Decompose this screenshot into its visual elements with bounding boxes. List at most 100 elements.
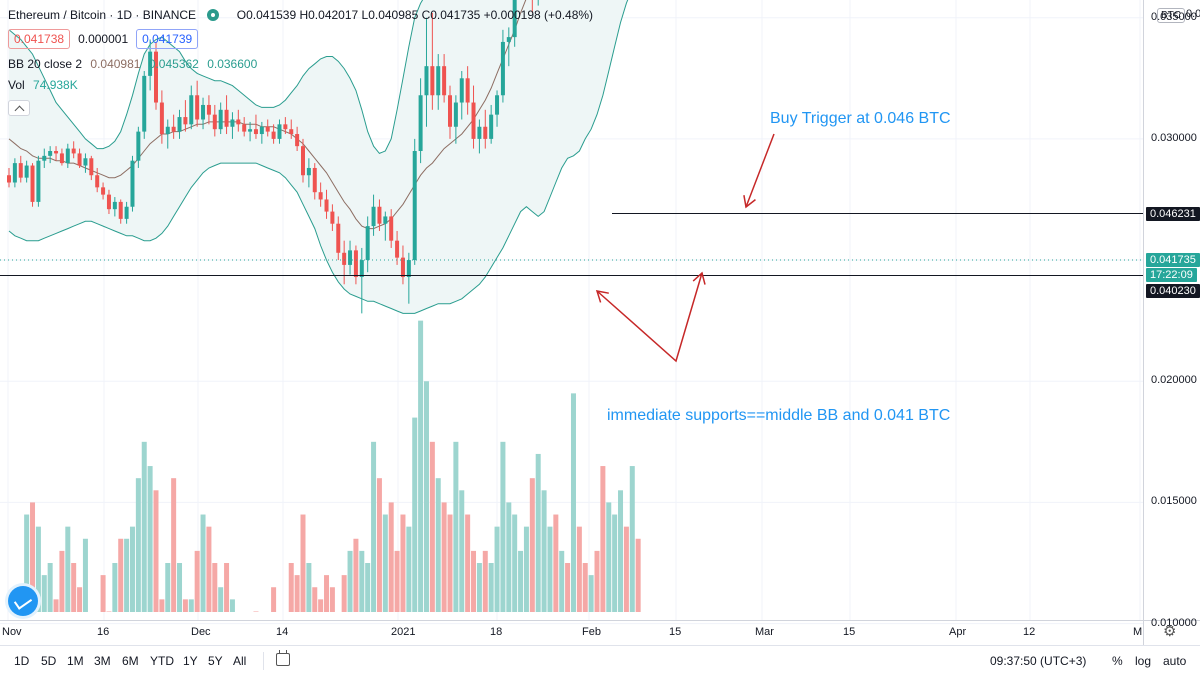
volume-bar — [124, 538, 130, 612]
range-1y-button[interactable]: 1Y — [183, 654, 198, 668]
tradingview-logo-icon[interactable] — [8, 586, 38, 616]
volume-bar — [300, 514, 306, 612]
volume-bar — [100, 575, 106, 612]
volume-bar — [212, 563, 218, 612]
visibility-eye-icon[interactable] — [207, 9, 220, 21]
range-1m-button[interactable]: 1M — [67, 654, 84, 668]
volume-bar — [418, 320, 424, 612]
range-6m-button[interactable]: 6M — [122, 654, 139, 668]
volume-bar — [612, 514, 618, 612]
time-tick-label: 18 — [490, 626, 503, 638]
volume-bar — [112, 563, 118, 612]
volume-bar — [77, 587, 83, 612]
candle-body — [36, 160, 41, 202]
candle-body — [289, 129, 294, 135]
horizontal-levels — [0, 213, 1143, 276]
candle-body — [430, 66, 435, 96]
support-arrowhead-left — [595, 290, 609, 303]
supports-annotation[interactable]: immediate supports==middle BB and 0.041 … — [607, 407, 951, 424]
candle-body — [159, 102, 164, 135]
support-arrow — [596, 272, 703, 363]
candle-body — [136, 131, 141, 161]
support-arrowhead-right — [692, 271, 706, 285]
range-all-button[interactable]: All — [233, 654, 247, 668]
candle-body — [448, 95, 452, 127]
volume-bar — [459, 490, 465, 612]
volume-bar — [71, 563, 77, 612]
bb-basis-value: 0.040981 — [90, 57, 141, 71]
volume-bar — [153, 490, 159, 612]
volume-bar — [529, 478, 535, 612]
volume-bar — [188, 599, 194, 612]
gear-icon[interactable]: ⚙ — [1163, 623, 1177, 640]
range-1d-button[interactable]: 1D — [14, 654, 30, 668]
volume-bar — [559, 550, 565, 612]
candle-body — [124, 206, 129, 219]
candle-body — [253, 129, 258, 135]
candle-body — [218, 109, 223, 130]
candle-body — [271, 131, 276, 139]
candle-body — [330, 211, 335, 224]
candle-body — [77, 153, 82, 166]
candle-body — [130, 160, 135, 207]
volume-bar — [547, 526, 553, 612]
bb-lower-value: 0.036600 — [207, 57, 258, 71]
candle-body — [224, 109, 229, 127]
volume-bar — [182, 599, 188, 612]
volume-bar — [165, 563, 171, 612]
bottom-toolbar: 1D 5D 1M 3M 6M YTD 1Y 5Y All 09:37:50 (U… — [0, 645, 1200, 675]
range-5d-button[interactable]: 5D — [41, 654, 57, 668]
candle-body — [65, 148, 70, 164]
volume-bar — [159, 599, 165, 612]
volume-bar — [35, 526, 41, 612]
volume-bar — [329, 587, 335, 612]
volume-bar — [453, 441, 459, 612]
time-tick-label: Nov — [2, 626, 22, 638]
last-price-tag: 0.041735 — [1146, 253, 1200, 267]
range-ytd-button[interactable]: YTD — [150, 654, 174, 668]
vol-indicator-legend[interactable]: Vol 74.938K — [8, 78, 78, 92]
symbol-title[interactable]: Ethereum / Bitcoin · 1D · BINANCE — [8, 8, 197, 22]
volume-bar — [565, 563, 571, 612]
candle-body — [283, 124, 288, 130]
volume-bar — [194, 550, 200, 612]
time-tick-label: Apr — [949, 626, 967, 638]
volume-bar — [594, 550, 600, 612]
volume-bar — [47, 563, 53, 612]
candle-body — [395, 240, 400, 258]
auto-scale-toggle[interactable]: auto — [1163, 654, 1187, 668]
candle-body — [259, 126, 264, 135]
percent-scale-toggle[interactable]: % — [1112, 654, 1123, 668]
time-tick-label: M — [1133, 626, 1143, 638]
volume-bar — [618, 490, 624, 612]
volume-bar — [412, 417, 418, 612]
volume-bar — [494, 526, 500, 612]
price-tick-label: 0.020000 — [1151, 374, 1197, 387]
candle-body — [177, 117, 182, 132]
volume-bar — [500, 441, 506, 612]
countdown-tag: 17:22:09 — [1146, 268, 1197, 282]
volume-bar — [435, 478, 441, 612]
price-tick-label: 0.035000 — [1151, 10, 1197, 23]
calendar-icon[interactable] — [276, 650, 290, 666]
range-3m-button[interactable]: 3M — [94, 654, 111, 668]
sell-price-button[interactable]: 0.041738 — [8, 29, 71, 49]
log-scale-toggle[interactable]: log — [1135, 654, 1152, 668]
range-5y-button[interactable]: 5Y — [208, 654, 223, 668]
candle-body — [465, 78, 470, 103]
bb-upper-line — [8, 0, 424, 155]
buy-price-button[interactable]: 0.041739 — [136, 29, 199, 49]
price-tick-label: 0.030000 — [1151, 131, 1197, 144]
currency-badge[interactable]: BTC — [1157, 8, 1185, 23]
candle-body — [212, 114, 217, 130]
collapse-legend-button[interactable] — [8, 100, 30, 116]
candle-body — [148, 51, 153, 76]
buy-trigger-annotation[interactable]: Buy Trigger at 0.046 BTC — [770, 110, 951, 127]
volume-bar — [512, 514, 518, 612]
volume-bar — [24, 514, 30, 612]
clock-display[interactable]: 09:37:50 (UTC+3) — [990, 654, 1087, 668]
volume-bar — [318, 599, 324, 612]
bb-indicator-legend[interactable]: BB 20 close 2 0.040981 0.045362 0.036600 — [8, 57, 257, 71]
volume-bar — [141, 441, 147, 612]
